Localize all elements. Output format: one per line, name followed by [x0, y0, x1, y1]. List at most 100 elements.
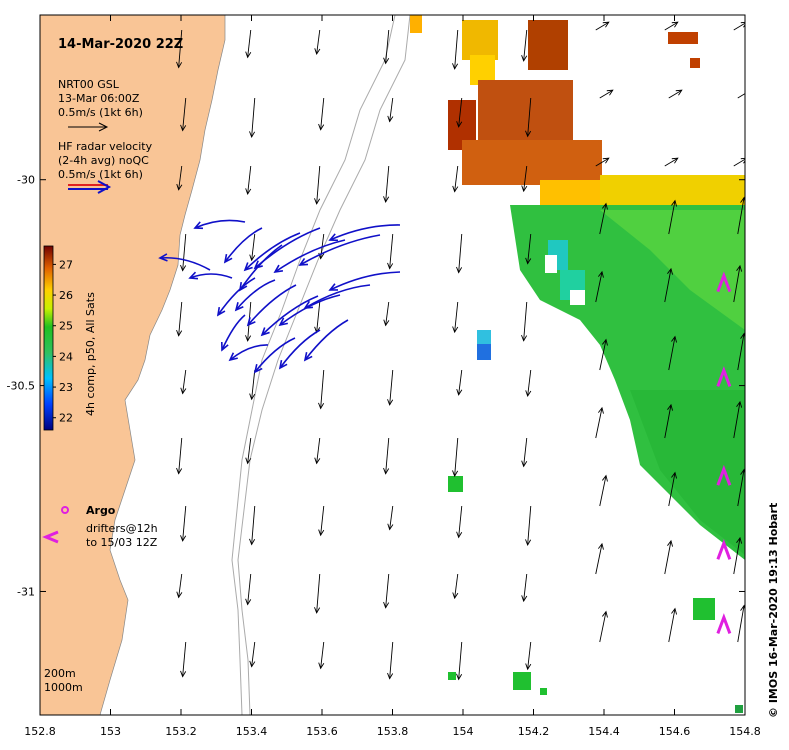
model-arrow — [668, 335, 678, 371]
radar-arrow — [243, 232, 301, 272]
x-tick-label: 154.8 — [729, 725, 761, 738]
model-arrow — [452, 165, 459, 193]
legend-radar-arrow-icon — [68, 180, 112, 194]
model-arrow — [733, 400, 743, 439]
model-arrow — [664, 267, 674, 303]
colorbar-tick-label: 24 — [59, 350, 73, 363]
radar-arrow — [223, 227, 263, 264]
model-arrow — [733, 536, 743, 575]
y-tick-label: -30 — [17, 174, 35, 187]
model-arrow — [668, 89, 683, 99]
x-tick-label: 153 — [100, 725, 121, 738]
model-arrow — [525, 233, 532, 265]
x-tick-label: 153.2 — [165, 725, 197, 738]
model-arrow — [318, 97, 325, 131]
radar-arrow — [158, 253, 211, 271]
y-axis: -30 -30.5 -31 — [7, 174, 745, 598]
model-arrow — [249, 641, 256, 668]
model-arrow — [245, 29, 252, 59]
legend-model-arrow-icon — [68, 122, 109, 132]
x-tick-label: 154.6 — [659, 725, 691, 738]
model-arrow — [180, 233, 187, 272]
model-arrow — [180, 369, 187, 395]
radar-arrow — [228, 344, 269, 362]
model-arrow — [456, 97, 463, 128]
model-arrow — [521, 29, 528, 62]
model-arrow — [737, 604, 745, 643]
radar-arrow — [298, 234, 381, 266]
colorbar-tick-label: 27 — [59, 258, 73, 271]
model-arrow — [383, 301, 390, 327]
x-tick-label: 154.2 — [518, 725, 550, 738]
legend-radar-scale: 0.5m/s (1kt 6h) — [58, 168, 143, 181]
model-arrow — [176, 301, 183, 337]
imos-credit: © IMOS 16-Mar-2020 19:13 Hobart — [767, 503, 780, 718]
model-arrow — [668, 199, 678, 235]
radar-arrow — [328, 224, 401, 242]
model-arrow — [383, 437, 390, 475]
model-arrow — [525, 369, 532, 398]
model-arrow — [180, 505, 187, 542]
model-arrow — [525, 505, 532, 546]
hf-radar-arrows — [158, 219, 401, 374]
model-arrow — [249, 505, 256, 546]
model-arrow — [525, 97, 532, 138]
colorbar-label: 4h comp, p50, All Sats — [84, 292, 97, 416]
model-arrow — [456, 641, 463, 681]
model-current-arrows — [176, 21, 745, 681]
model-arrow — [314, 29, 321, 56]
x-tick-label: 153.4 — [236, 725, 268, 738]
model-arrow — [595, 542, 604, 575]
model-arrow — [387, 641, 394, 680]
model-arrow — [664, 21, 679, 31]
isobath-1000m — [237, 15, 411, 715]
legend-argo-label: Argo — [86, 504, 116, 517]
radar-arrow — [216, 277, 256, 317]
legend-isobath-200: 200m — [44, 667, 76, 680]
model-arrow — [249, 97, 256, 139]
map-title: 14-Mar-2020 22Z — [58, 37, 183, 52]
model-arrow — [737, 468, 745, 507]
legend-drifters-line2: to 15/03 12Z — [86, 536, 158, 549]
model-arrow — [456, 233, 463, 274]
legend-drifters-line1: drifters@12h — [86, 522, 158, 535]
model-arrow — [595, 406, 604, 439]
model-arrow — [733, 264, 743, 303]
model-arrow — [595, 270, 604, 303]
drifter-markers — [716, 271, 732, 634]
model-arrow — [318, 369, 325, 410]
radar-arrow — [328, 271, 401, 291]
drifter-marker — [716, 539, 732, 560]
model-arrow — [452, 573, 459, 600]
legend-model-date: 13-Mar 06:00Z — [58, 92, 140, 105]
drifter-marker — [716, 271, 732, 293]
model-arrow — [387, 97, 394, 123]
legend-radar-line2: (2-4h avg) noQC — [58, 154, 149, 167]
x-tick-label: 153.8 — [377, 725, 409, 738]
model-arrow — [180, 641, 187, 678]
drifter-marker — [716, 464, 732, 486]
legend-model-scale: 0.5m/s (1kt 6h) — [58, 106, 143, 119]
model-arrow — [664, 157, 679, 167]
model-arrow — [387, 505, 394, 531]
drifter-marker — [716, 366, 732, 387]
x-tick-label: 154 — [453, 725, 474, 738]
radar-arrow — [260, 295, 319, 337]
model-arrow — [525, 641, 532, 671]
model-arrow — [599, 610, 608, 643]
radar-arrow — [278, 329, 321, 370]
legend-argo-icon — [61, 506, 69, 514]
model-arrow — [383, 165, 390, 203]
model-arrow — [737, 332, 745, 371]
radar-arrow — [220, 314, 246, 352]
radar-arrow — [253, 337, 296, 374]
isobath-200m — [231, 15, 396, 715]
model-arrow — [668, 471, 678, 507]
x-axis: 152.8 153 153.2 153.4 153.6 153.8 154 154.2 154.… — [24, 15, 761, 738]
model-arrow — [176, 573, 183, 599]
model-arrow — [521, 437, 528, 468]
radar-arrow — [278, 294, 341, 327]
legend-isobath-1000: 1000m — [44, 681, 83, 694]
model-arrow — [383, 573, 390, 609]
